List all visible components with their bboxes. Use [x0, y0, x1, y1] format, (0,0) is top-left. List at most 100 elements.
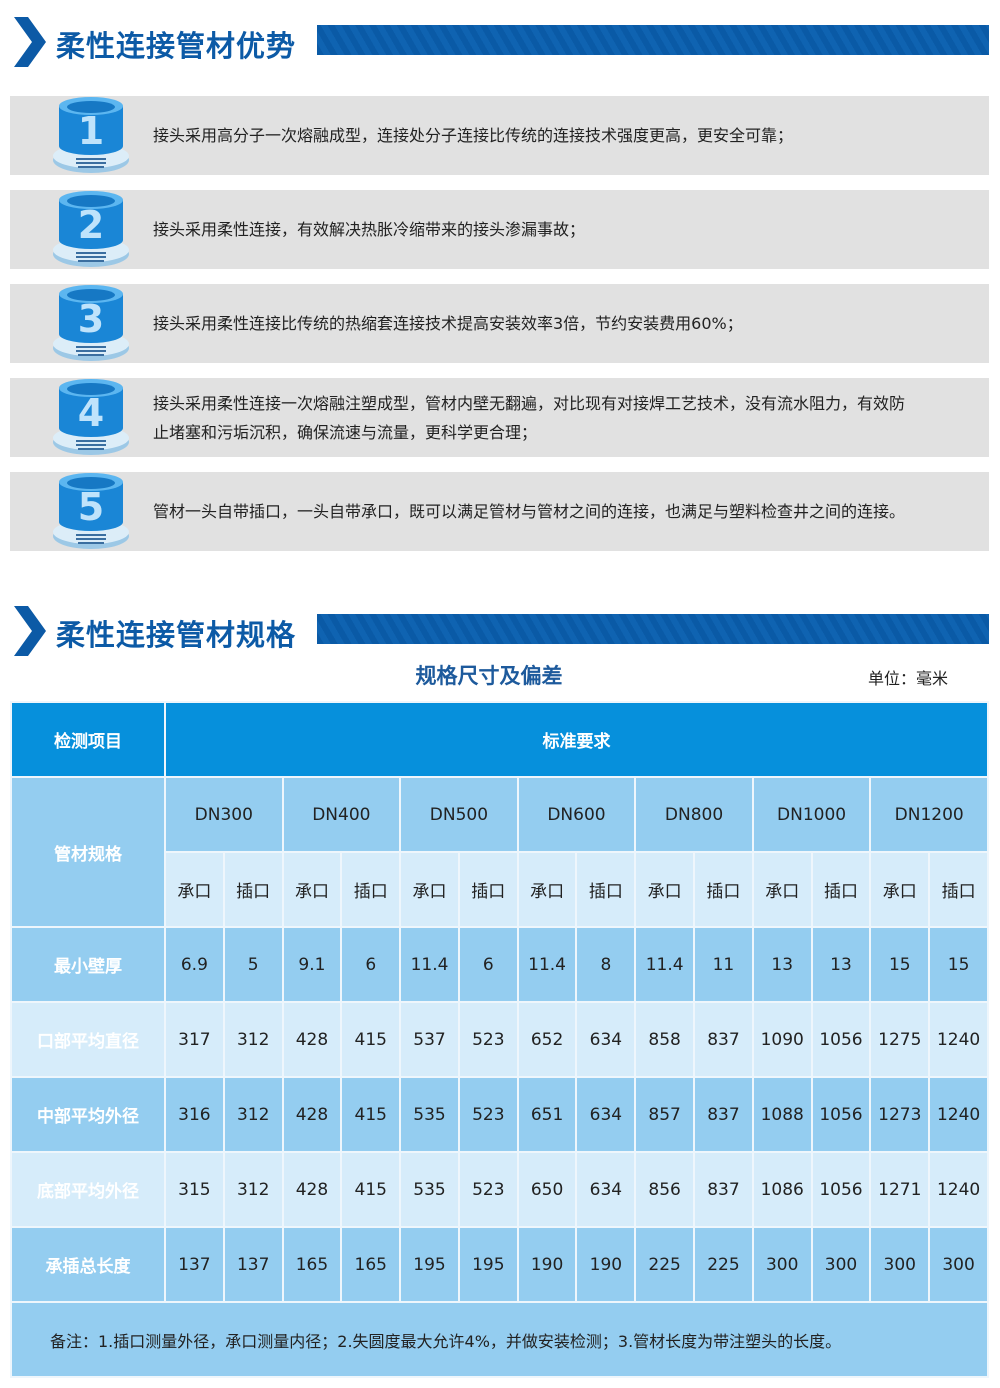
table-cell: 165: [340, 1226, 402, 1303]
spigot-header: 插口: [222, 851, 284, 928]
table-cell: 1086: [751, 1151, 813, 1228]
table-cell: 415: [340, 1076, 402, 1153]
spigot-header: 插口: [340, 851, 402, 928]
feature-item: 1 接头采用高分子一次熔融成型，连接处分子连接比传统的连接技术强度更高，更安全可…: [10, 96, 989, 175]
number-badge-icon: 5: [53, 473, 129, 549]
table-cell: 312: [222, 1001, 284, 1078]
table-cell: 1056: [810, 1076, 872, 1153]
row-label: 口部平均直径: [10, 1001, 166, 1078]
table-cell: 523: [457, 1001, 519, 1078]
row-label: 承插总长度: [10, 1226, 166, 1303]
item-header: 检测项目: [10, 701, 166, 778]
table-cell: 1090: [751, 1001, 813, 1078]
row-label: 最小壁厚: [10, 926, 166, 1003]
feature-text: 管材一头自带插口，一头自带承口，既可以满足管材与管材之间的连接，也满足与塑料检查…: [153, 502, 906, 521]
table-cell: 652: [516, 1001, 578, 1078]
table-cell: 428: [281, 1076, 343, 1153]
table-cell: 11.4: [516, 926, 578, 1003]
table-cell: 858: [634, 1001, 696, 1078]
table-cell: 137: [164, 1226, 225, 1303]
socket-header: 承口: [751, 851, 813, 928]
feature-item: 3 接头采用柔性连接比传统的热缩套连接技术提高安装效率3倍，节约安装费用60%；: [10, 284, 989, 363]
table-cell: 535: [399, 1151, 460, 1228]
size-header: DN500: [399, 776, 519, 853]
table-cell: 195: [399, 1226, 460, 1303]
spec-table: 检测项目 标准要求 管材规格 DN300 DN400 DN500 DN600 DN800…: [10, 701, 989, 1378]
table-row: 最小壁厚 6.9 5 9.1 6 11.4 6 11.4 8 11.4 11 13 13 15 15: [10, 926, 989, 1003]
table-cell: 312: [222, 1151, 284, 1228]
size-header: DN1000: [751, 776, 872, 853]
table-cell: 1273: [869, 1076, 931, 1153]
table-cell: 837: [693, 1001, 754, 1078]
table-cell: 1056: [810, 1001, 872, 1078]
table-cell: 11.4: [634, 926, 696, 1003]
svg-text:2: 2: [78, 203, 104, 247]
table-cell: 415: [340, 1001, 402, 1078]
table-cell: 1056: [810, 1151, 872, 1228]
unit-label: 单位：毫米: [868, 669, 949, 688]
socket-header: 承口: [399, 851, 460, 928]
table-cell: 11: [693, 926, 754, 1003]
table-cell: 523: [457, 1076, 519, 1153]
table-cell: 300: [869, 1226, 931, 1303]
size-header: DN600: [516, 776, 637, 853]
table-cell: 190: [516, 1226, 578, 1303]
number-badge-icon: 3: [53, 285, 129, 361]
table-cell: 523: [457, 1151, 519, 1228]
table-cell: 13: [810, 926, 872, 1003]
spigot-header: 插口: [693, 851, 754, 928]
feature-item: 2 接头采用柔性连接，有效解决热胀冷缩带来的接头渗漏事故；: [10, 190, 989, 269]
table-cell: 8: [575, 926, 637, 1003]
table-cell: 6.9: [164, 926, 225, 1003]
table-cell: 225: [634, 1226, 696, 1303]
table-row: 承插总长度 137 137 165 165 195 195 190 190 225 225 300 30…: [10, 1226, 989, 1303]
table-cell: 415: [340, 1151, 402, 1228]
table-cell: 6: [457, 926, 519, 1003]
table-cell: 634: [575, 1076, 637, 1153]
table-cell: 300: [810, 1226, 872, 1303]
spigot-header: 插口: [810, 851, 872, 928]
table-cell: 300: [928, 1226, 989, 1303]
table-cell: 15: [869, 926, 931, 1003]
table-cell: 651: [516, 1076, 578, 1153]
table-row: 口部平均直径 317 312 428 415 537 523 652 634 858 837 1090…: [10, 1001, 989, 1078]
table-caption: 规格尺寸及偏差: [415, 664, 563, 688]
std-header: 标准要求: [164, 701, 989, 778]
row-label: 底部平均外径: [10, 1151, 166, 1228]
chevron-right-icon: [14, 17, 46, 67]
table-cell: 300: [751, 1226, 813, 1303]
table-cell: 225: [693, 1226, 754, 1303]
table-cell: 317: [164, 1001, 225, 1078]
table-cell: 1088: [751, 1076, 813, 1153]
row-label: 中部平均外径: [10, 1076, 166, 1153]
table-cell: 1271: [869, 1151, 931, 1228]
size-header: DN1200: [869, 776, 989, 853]
chevron-right-icon: [14, 606, 46, 656]
socket-header: 承口: [634, 851, 696, 928]
feature-item: 5 管材一头自带插口，一头自带承口，既可以满足管材与管材之间的连接，也满足与塑料…: [10, 472, 989, 551]
table-cell: 13: [751, 926, 813, 1003]
svg-text:5: 5: [78, 485, 104, 529]
table-cell: 634: [575, 1001, 637, 1078]
feature-item: 4 接头采用柔性连接一次熔融注塑成型，管材内壁无翻遍，对比现有对接焊工艺技术，没…: [10, 378, 989, 457]
table-cell: 634: [575, 1151, 637, 1228]
spigot-header: 插口: [575, 851, 637, 928]
svg-text:3: 3: [78, 297, 104, 341]
table-row: 中部平均外径 316 312 428 415 535 523 651 634 857 837 1088…: [10, 1076, 989, 1153]
table-cell: 1240: [928, 1076, 989, 1153]
table-cell: 650: [516, 1151, 578, 1228]
table-cell: 837: [693, 1076, 754, 1153]
svg-text:4: 4: [78, 391, 104, 435]
size-header: DN300: [164, 776, 284, 853]
section-header-advantages: 柔性连接管材优势: [0, 17, 1000, 67]
table-note: 备注：1.插口测量外径，承口测量内径；2.失圆度最大允许4%，并做安装检测；3.…: [10, 1301, 989, 1378]
table-cell: 857: [634, 1076, 696, 1153]
table-cell: 428: [281, 1151, 343, 1228]
feature-text: 接头采用柔性连接比传统的热缩套连接技术提高安装效率3倍，节约安装费用60%；: [153, 314, 743, 333]
spigot-header: 插口: [928, 851, 989, 928]
table-cell: 312: [222, 1076, 284, 1153]
size-header: DN800: [634, 776, 754, 853]
table-cell: 1240: [928, 1001, 989, 1078]
table-cell: 428: [281, 1001, 343, 1078]
table-cell: 6: [340, 926, 402, 1003]
